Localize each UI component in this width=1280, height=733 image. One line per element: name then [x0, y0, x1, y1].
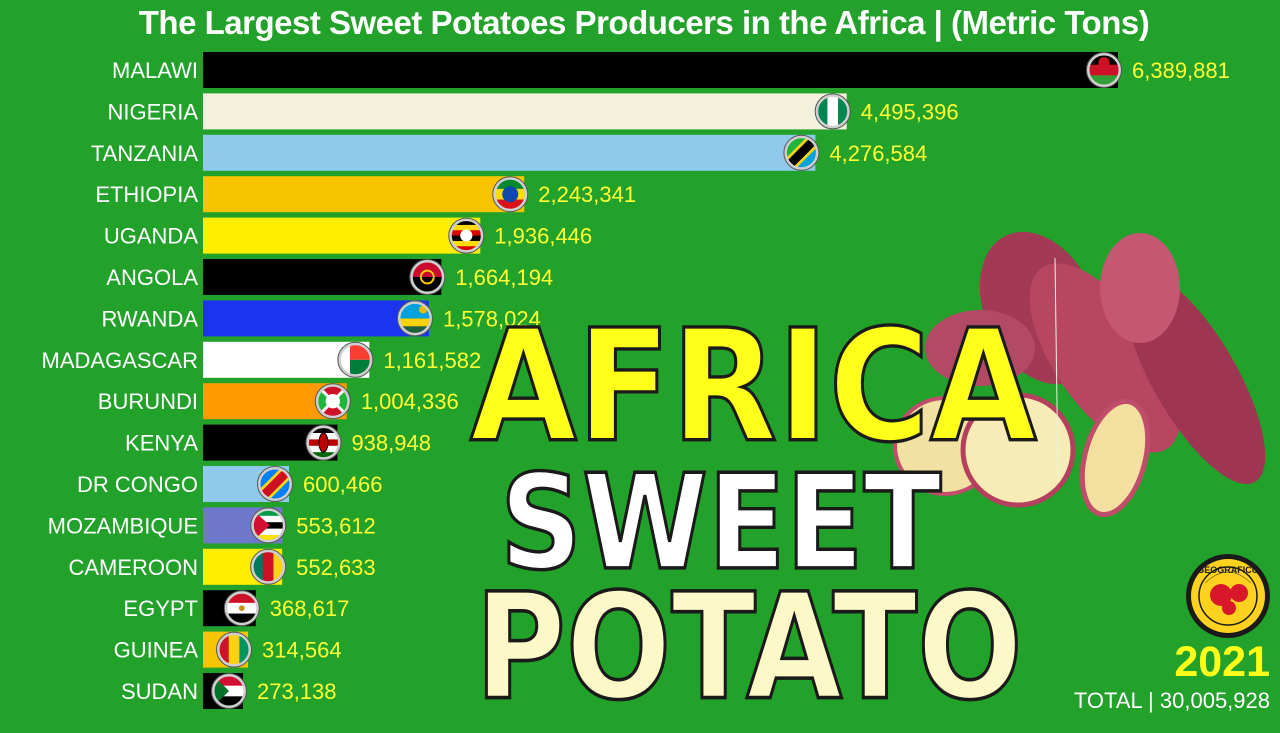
bar-row: GUINEA 314,564 [114, 631, 342, 668]
bar-value-label: 552,633 [296, 555, 376, 580]
uganda-flag-icon [448, 217, 485, 254]
bar-row: NIGERIA 4,495,396 [108, 93, 959, 130]
angola-flag-icon [409, 259, 446, 295]
tanzania-flag-icon [783, 134, 820, 171]
year-label: 2021 [1174, 638, 1270, 686]
bar-value-label: 553,612 [296, 513, 376, 538]
bar-category-label: ETHIOPIA [95, 182, 198, 207]
chart-title: The Largest Sweet Potatoes Producers in … [138, 4, 1150, 41]
bar-category-label: TANZANIA [91, 141, 198, 166]
bar-row: TANZANIA 4,276,584 [91, 134, 927, 171]
sweet-potato-image [893, 231, 1266, 518]
burundi-flag-icon [314, 383, 351, 420]
bar-category-label: BURUNDI [98, 389, 198, 414]
total-label: TOTAL | [1073, 688, 1160, 713]
bar-category-label: UGANDA [104, 224, 198, 249]
bar-value-label: 1,578,024 [443, 306, 541, 331]
total-readout: TOTAL | 30,005,928 [1074, 688, 1270, 714]
bar [203, 259, 442, 295]
bar-value-label: 2,243,341 [538, 182, 636, 207]
rose-emblem-icon: GEOGRAFICO [1186, 554, 1270, 638]
bar [203, 134, 816, 171]
overlay-potato-text: POTATO [474, 563, 1025, 733]
bar-row: MADAGASCAR 1,161,582 [42, 341, 481, 378]
malawi-flag-icon [1086, 52, 1122, 88]
madagascar-flag-icon [337, 341, 374, 378]
sudan-flag-icon [211, 673, 247, 709]
bar-category-label: SUDAN [121, 679, 198, 704]
bar-category-label: MADAGASCAR [42, 348, 198, 373]
bar [203, 93, 847, 130]
bar-row: ANGOLA 1,664,194 [106, 259, 553, 295]
guinea-flag-icon [216, 631, 253, 668]
mozambique-flag-icon [250, 507, 287, 544]
bar-row: UGANDA 1,936,446 [104, 217, 592, 254]
bar-value-label: 314,564 [262, 638, 342, 663]
bar-row: DR CONGO 600,466 [77, 466, 383, 502]
bar-category-label: RWANDA [101, 306, 198, 331]
bar-value-label: 1,161,582 [383, 348, 481, 373]
bar-row: KENYA 938,948 [125, 424, 431, 461]
bar [203, 300, 429, 337]
ethiopia-flag-icon [492, 176, 529, 213]
bar-row: SUDAN 273,138 [121, 673, 337, 709]
total-value: 30,005,928 [1159, 688, 1270, 713]
dr-congo-flag-icon [256, 466, 293, 502]
bar-value-label: 600,466 [303, 472, 383, 497]
bar-category-label: KENYA [125, 431, 198, 456]
bar-category-label: NIGERIA [108, 99, 199, 124]
bar-category-label: GUINEA [114, 638, 199, 663]
overlay-sweet-text: SWEET [499, 445, 943, 599]
bar [203, 176, 525, 213]
kenya-flag-icon [305, 424, 342, 461]
bar [203, 217, 481, 254]
bar-row: MALAWI 6,389,881 [112, 52, 1230, 88]
bar-category-label: ANGOLA [106, 265, 198, 290]
cameroon-flag-icon [250, 548, 287, 585]
bar-value-label: 1,664,194 [455, 265, 553, 290]
bar-category-label: CAMEROON [68, 555, 198, 580]
bar-value-label: 273,138 [257, 679, 337, 704]
bar-row: CAMEROON 552,633 [68, 548, 376, 585]
bar-category-label: MOZAMBIQUE [48, 513, 198, 538]
overlay-africa-text: AFRICA [469, 296, 1039, 477]
nigeria-flag-icon [814, 93, 851, 130]
bar-row: MOZAMBIQUE 553,612 [48, 507, 376, 544]
bar-category-label: MALAWI [112, 58, 198, 83]
bar-row: EGYPT 368,617 [123, 590, 350, 627]
rwanda-flag-icon [396, 300, 433, 337]
logo-text: GEOGRAFICO [1197, 565, 1259, 575]
bar-category-label: DR CONGO [77, 472, 198, 497]
bar-row: ETHIOPIA 2,243,341 [95, 176, 636, 213]
bar-category-label: EGYPT [123, 596, 198, 621]
bar-value-label: 4,276,584 [829, 141, 927, 166]
bar-value-label: 938,948 [351, 431, 431, 456]
bar-value-label: 1,936,446 [494, 224, 592, 249]
bar-row: BURUNDI 1,004,336 [98, 383, 459, 420]
bar [203, 52, 1118, 88]
bar-value-label: 6,389,881 [1132, 58, 1230, 83]
bar-row: RWANDA 1,578,024 [101, 300, 541, 337]
bar-value-label: 1,004,336 [361, 389, 459, 414]
bar-value-label: 4,495,396 [861, 99, 959, 124]
bar-value-label: 368,617 [270, 596, 350, 621]
egypt-flag-icon [223, 590, 260, 627]
